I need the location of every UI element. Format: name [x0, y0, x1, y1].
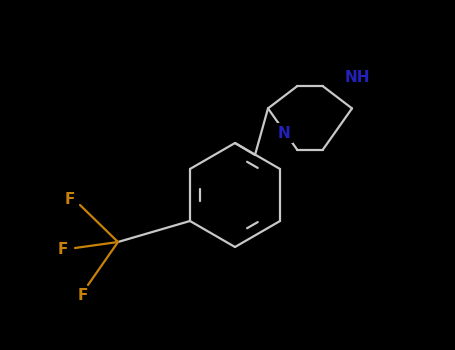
Text: F: F: [58, 243, 68, 258]
Text: F: F: [78, 287, 88, 302]
Text: F: F: [65, 193, 75, 208]
Text: NH: NH: [344, 70, 370, 85]
Text: N: N: [278, 126, 290, 140]
